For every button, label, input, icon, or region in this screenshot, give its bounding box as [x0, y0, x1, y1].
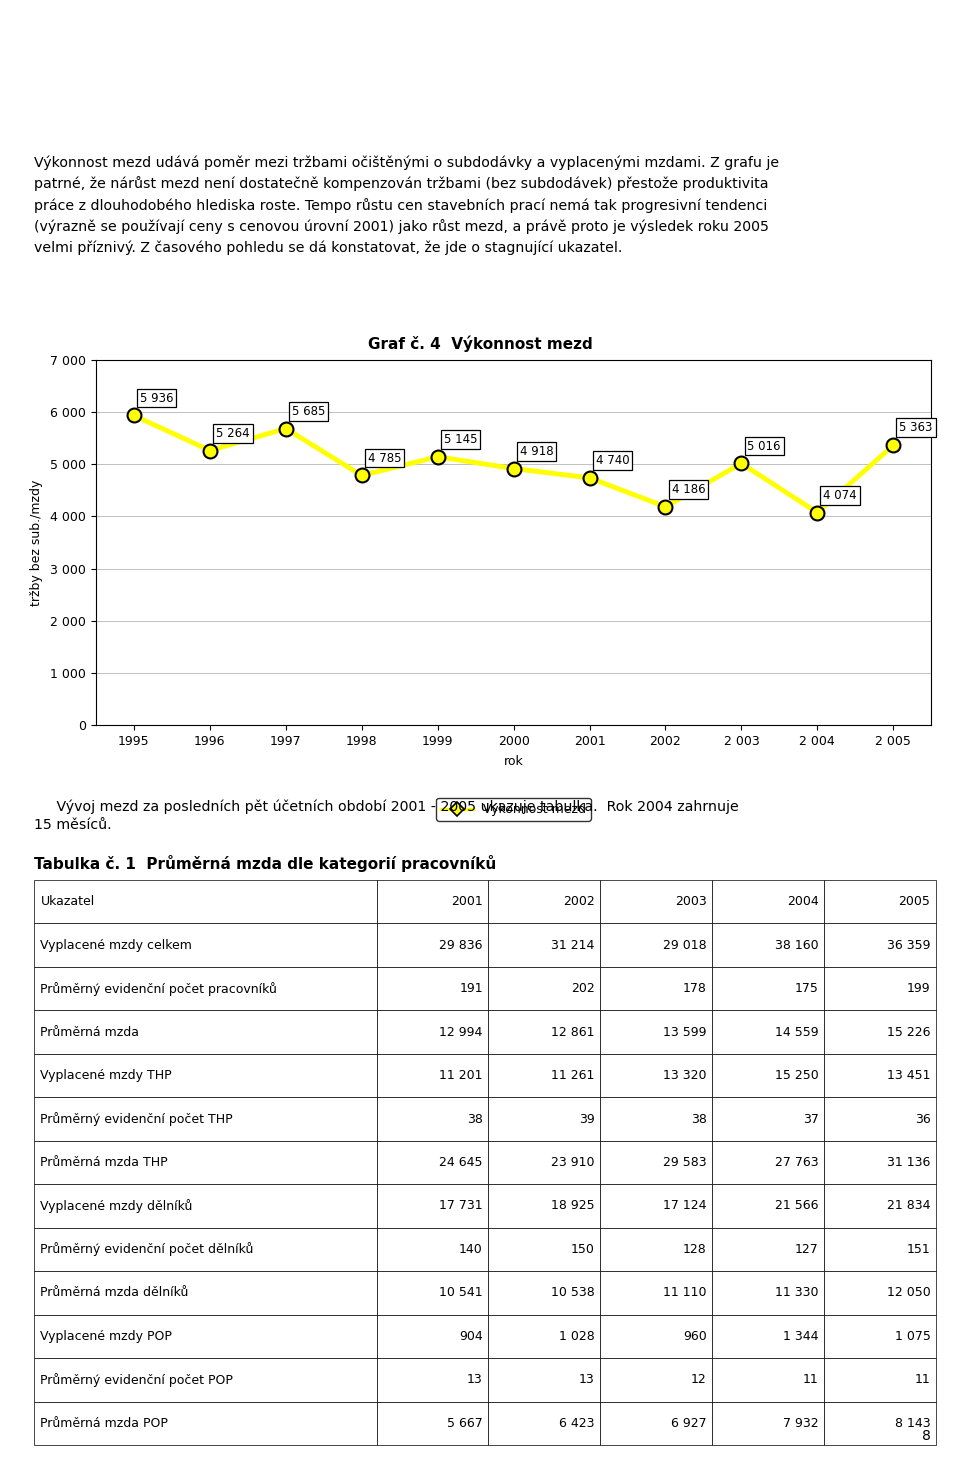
Text: Výkonnost mezd udává poměr mezi tržbami očištěnými o subdodávky a vyplacenými mz: Výkonnost mezd udává poměr mezi tržbami …: [34, 155, 779, 254]
Text: 5 264: 5 264: [216, 427, 250, 440]
Text: Graf č. 4  Výkonnost mezd: Graf č. 4 Výkonnost mezd: [368, 335, 592, 352]
Text: 4 785: 4 785: [368, 451, 401, 465]
Text: Tabulka č. 1  Průměrná mzda dle kategorií pracovníků: Tabulka č. 1 Průměrná mzda dle kategorií…: [34, 855, 496, 872]
X-axis label: rok: rok: [504, 755, 523, 767]
Text: 4 740: 4 740: [595, 454, 629, 468]
Y-axis label: tržby bez sub./mzdy: tržby bez sub./mzdy: [31, 479, 43, 606]
Text: 5 936: 5 936: [140, 392, 174, 405]
Text: 5 363: 5 363: [900, 421, 933, 434]
Text: 8: 8: [923, 1429, 931, 1443]
Text: 15 měsíců.: 15 měsíců.: [34, 818, 111, 831]
Text: 5 145: 5 145: [444, 432, 477, 446]
Text: Vývoj mezd za posledních pět účetních období 2001 - 2005 ukazuje tabulka.  Rok 2: Vývoj mezd za posledních pět účetních ob…: [34, 801, 738, 814]
Text: 4 186: 4 186: [672, 482, 706, 495]
Legend: Výkonnost mezd: Výkonnost mezd: [437, 798, 590, 821]
Text: 4 074: 4 074: [824, 488, 857, 501]
Text: 4 918: 4 918: [519, 444, 553, 457]
Text: 5 016: 5 016: [748, 440, 780, 453]
Text: 5 685: 5 685: [292, 405, 325, 418]
